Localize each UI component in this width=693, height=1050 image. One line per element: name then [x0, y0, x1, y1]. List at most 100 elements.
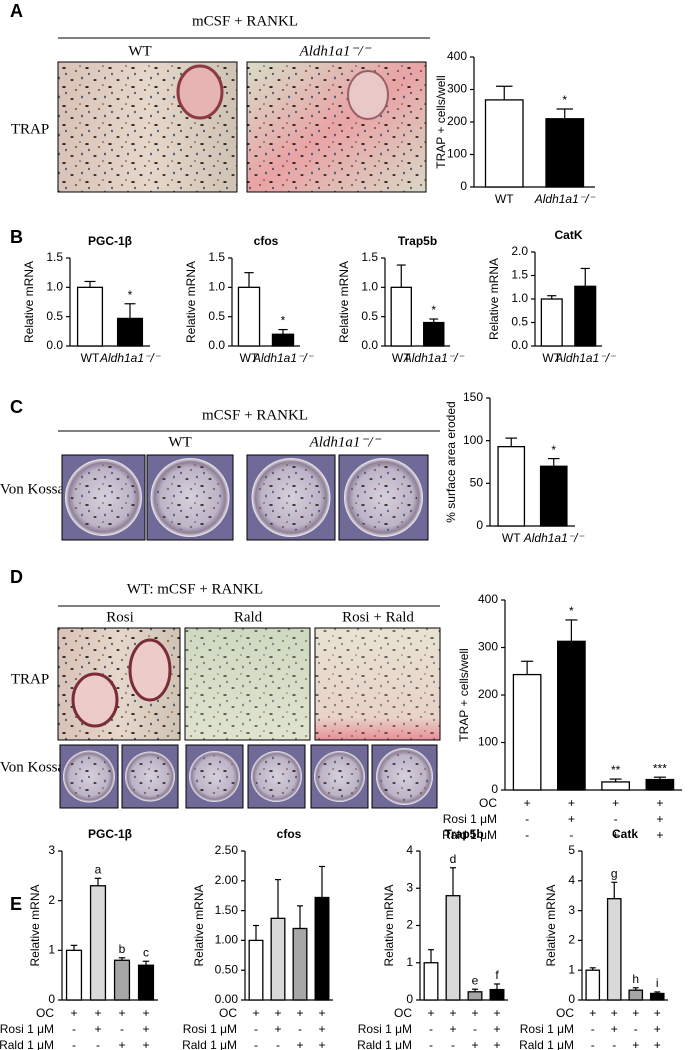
- bar: [601, 781, 630, 791]
- y-tick-label: 2: [568, 933, 575, 947]
- y-tick-label: 150: [463, 390, 483, 404]
- bar: [271, 333, 295, 347]
- bar: [606, 898, 622, 1001]
- micrograph: [314, 627, 441, 741]
- y-tick-label: 0.5: [511, 315, 528, 329]
- error-bar: [547, 295, 557, 299]
- y-tick-label: 2.00: [215, 873, 239, 887]
- error-bar: [471, 988, 479, 992]
- bar-annotation: g: [611, 866, 618, 880]
- error-bar: [274, 879, 282, 919]
- micrograph: [184, 627, 311, 741]
- bar: [237, 286, 261, 347]
- condition-label: Rosi 1 μM: [358, 1022, 412, 1036]
- condition-value: -: [276, 1038, 280, 1050]
- bar: [467, 991, 483, 1001]
- condition-label: Rosi 1 μM: [443, 812, 497, 826]
- error-bar: [611, 881, 618, 899]
- error-bar: [84, 280, 96, 288]
- x-tick-label: Aldh1a1⁻/⁻: [403, 351, 466, 365]
- bar-annotation: h: [632, 972, 639, 986]
- well-specks: [254, 754, 299, 799]
- bar: [423, 321, 445, 347]
- y-tick-label: 2.50: [215, 843, 239, 857]
- x-tick-label: WT: [502, 531, 521, 545]
- y-tick-label: 0.5: [208, 309, 225, 323]
- well-specks: [380, 752, 429, 801]
- error-bar: [547, 457, 560, 467]
- condition-label: Rald 1 μM: [519, 1038, 574, 1050]
- condition-value: +: [589, 1006, 596, 1020]
- y-tick-label: 1: [406, 955, 413, 969]
- well-specks: [349, 463, 418, 532]
- condition-value: +: [274, 1022, 281, 1036]
- bar: [585, 969, 601, 1001]
- x-tick-label: WT: [81, 351, 100, 365]
- micrograph: [246, 61, 427, 193]
- x-tick-label: WT: [495, 192, 514, 206]
- y-tick-label: 1.5: [46, 250, 63, 264]
- x-tick-label: WT: [240, 351, 259, 365]
- condition-value: +: [471, 1006, 478, 1020]
- condition-label: Rald 1 μM: [0, 1038, 54, 1050]
- condition-value: -: [591, 1022, 595, 1036]
- condition-value: -: [525, 812, 529, 826]
- condition-value: -: [429, 1022, 433, 1036]
- bar-annotation: a: [95, 862, 102, 876]
- bar: [65, 949, 83, 1001]
- y-tick-label: 0.5: [46, 309, 63, 323]
- y-tick-label: 4: [568, 873, 575, 887]
- condition-label: OC: [479, 796, 497, 810]
- y-tick-label: 2: [48, 893, 55, 907]
- error-bar: [296, 905, 304, 929]
- condition-value: -: [525, 828, 529, 842]
- bar-annotation: f: [495, 968, 499, 982]
- y-tick-label: 100: [478, 735, 498, 749]
- condition-label: Rald 1 μM: [182, 1038, 237, 1050]
- panel-label: D: [10, 567, 23, 587]
- y-tick-label: 0: [491, 782, 498, 796]
- bar-annotation: b: [119, 942, 126, 956]
- error-bar: [244, 272, 254, 288]
- y-tick-label: 3: [48, 843, 55, 857]
- x-tick-label: Aldh1a1⁻/⁻: [554, 351, 617, 365]
- y-tick-label: 0: [406, 992, 413, 1006]
- y-tick-label: 0.0: [511, 338, 528, 352]
- y-tick-label: 0.0: [208, 338, 225, 352]
- condition-value: -: [254, 1022, 258, 1036]
- y-tick-label: 0.0: [46, 338, 63, 352]
- x-tick-label: Aldh1a1⁻/⁻: [534, 192, 597, 206]
- column-label: WT: [128, 43, 151, 59]
- row-label: TRAP: [11, 121, 49, 137]
- bar: [390, 286, 412, 347]
- condition-label: Rosi 1 μM: [0, 1022, 54, 1036]
- condition-value: -: [254, 1038, 258, 1050]
- x-tick-label: Aldh1a1⁻/⁻: [252, 351, 315, 365]
- bar-annotation: ***: [653, 761, 667, 775]
- y-tick-label: 4: [406, 843, 413, 857]
- condition-value: +: [318, 1006, 325, 1020]
- bar: [512, 673, 542, 791]
- y-tick-label: 400: [447, 49, 467, 63]
- error-bar: [580, 267, 590, 287]
- error-bar: [118, 957, 126, 961]
- chart-title: Catk: [612, 827, 638, 841]
- error-bar: [565, 619, 578, 642]
- y-axis-label: Relative mRNA: [22, 261, 36, 343]
- column-label: Rosi + Rald: [342, 609, 414, 625]
- error-bar: [521, 660, 534, 675]
- y-axis-label: TRAP + cells/well: [457, 648, 471, 741]
- condition-label: OC: [394, 1006, 412, 1020]
- column-label: Aldh1a1⁻/⁻: [299, 43, 372, 59]
- condition-value: -: [72, 1038, 76, 1050]
- y-axis-label: Relative mRNA: [184, 261, 198, 343]
- condition-value: +: [493, 1022, 500, 1036]
- row-label: TRAP: [11, 671, 49, 687]
- condition-value: -: [120, 1022, 124, 1036]
- error-bar: [142, 960, 150, 966]
- condition-value: +: [612, 828, 619, 842]
- y-tick-label: 100: [447, 147, 467, 161]
- chart-title: Trap5b: [398, 234, 437, 248]
- y-tick-label: 300: [478, 640, 498, 654]
- column-label: Aldh1a1⁻/⁻: [309, 434, 382, 450]
